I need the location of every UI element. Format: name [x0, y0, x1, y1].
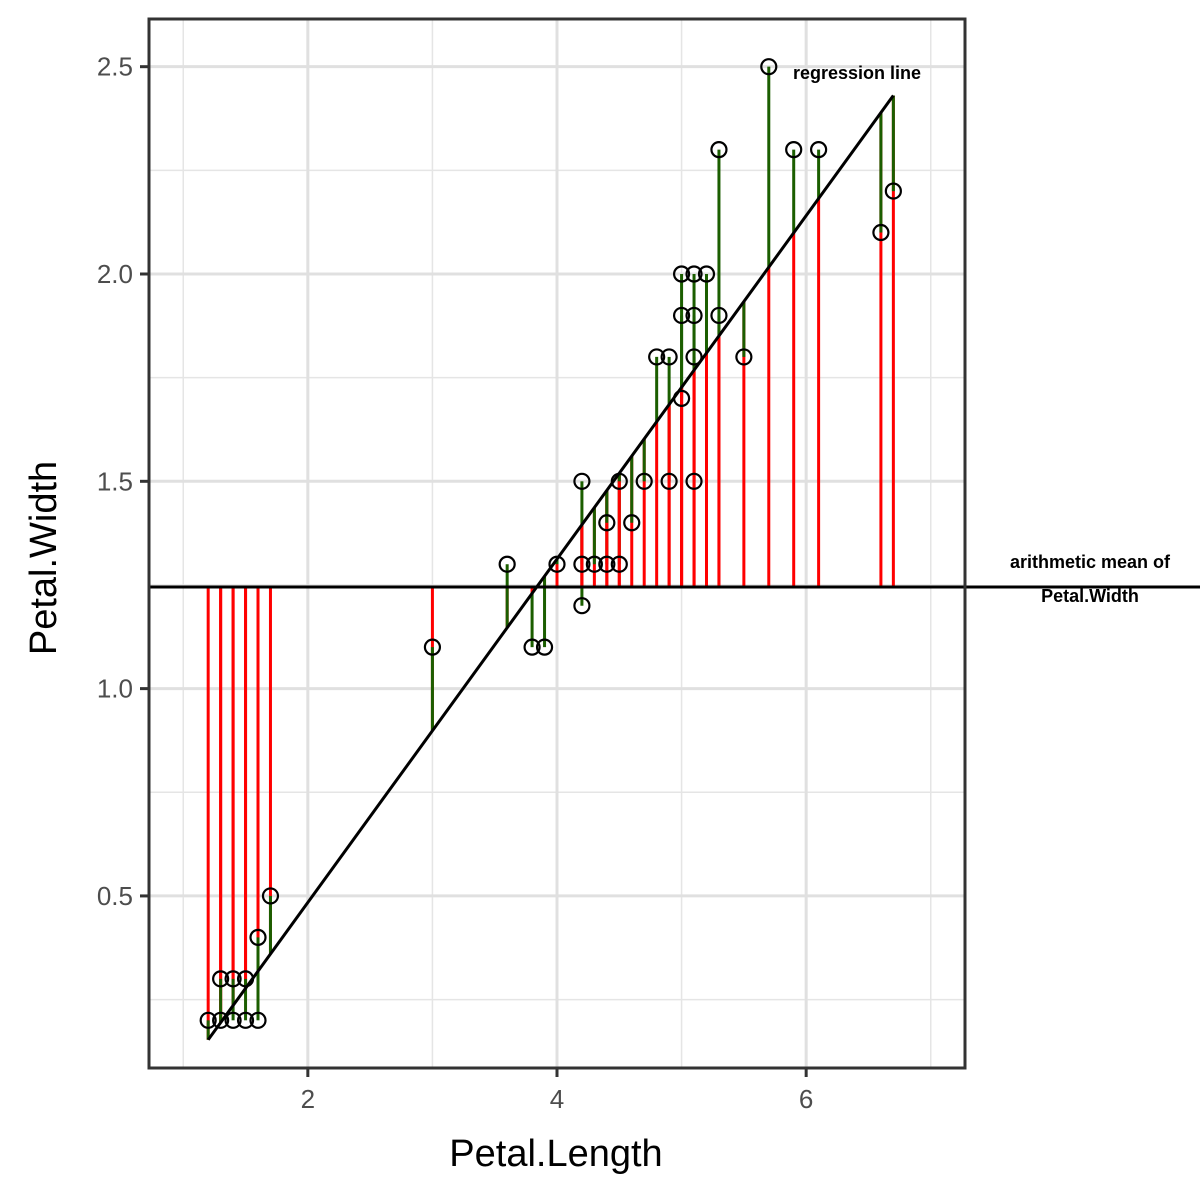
data-point-21 — [610, 555, 628, 573]
y-tick-label-3: 2.0 — [97, 259, 133, 289]
data-point-20 — [598, 514, 616, 532]
data-point-26 — [660, 472, 678, 490]
data-point-6 — [236, 970, 255, 988]
data-point-33 — [685, 306, 703, 325]
data-point-18 — [585, 555, 603, 573]
data-point-24 — [635, 472, 653, 490]
data-point-11 — [498, 555, 516, 573]
data-point-32 — [685, 348, 703, 366]
data-point-14 — [548, 555, 566, 573]
x-tick-label-1: 4 — [550, 1084, 564, 1114]
data-point-41 — [810, 141, 828, 159]
data-point-5 — [236, 1011, 255, 1029]
y-axis-title: Petal.Width — [23, 461, 65, 655]
data-point-42 — [872, 223, 890, 242]
data-point-37 — [710, 141, 728, 159]
data-point-34 — [685, 265, 703, 283]
y-tick-label-1: 1.0 — [97, 674, 133, 704]
data-point-19 — [598, 555, 616, 573]
data-points — [199, 58, 902, 1029]
grid-major — [149, 19, 965, 1068]
data-point-30 — [672, 265, 691, 283]
data-point-8 — [249, 928, 267, 946]
data-point-25 — [648, 348, 666, 366]
y-tick-label-2: 1.5 — [97, 466, 133, 496]
data-point-0 — [199, 1011, 217, 1029]
x-axis-title: Petal.Length — [449, 1133, 662, 1175]
data-point-4 — [224, 970, 242, 988]
data-point-28 — [672, 389, 691, 407]
y-tick-label-4: 2.5 — [97, 52, 133, 82]
residual-segments — [206, 66, 895, 1040]
axis-ticks — [140, 65, 808, 1077]
data-point-29 — [672, 306, 691, 325]
x-tick-label-0: 2 — [301, 1084, 315, 1114]
data-point-43 — [884, 182, 902, 200]
data-point-38 — [735, 348, 753, 366]
data-point-22 — [610, 472, 628, 490]
data-point-9 — [261, 887, 280, 905]
data-point-40 — [785, 141, 803, 159]
data-point-35 — [697, 265, 716, 283]
data-point-15 — [573, 597, 591, 615]
regression-line-label: regression line — [793, 63, 921, 83]
data-point-3 — [224, 1011, 242, 1029]
mean-line-label-line1: arithmetic mean of — [1010, 552, 1171, 572]
data-point-39 — [760, 58, 778, 76]
data-point-27 — [660, 348, 678, 366]
data-point-13 — [535, 638, 554, 656]
y-tick-label-0: 0.5 — [97, 881, 133, 911]
x-tick-label-2: 6 — [799, 1084, 813, 1114]
data-point-1 — [212, 1011, 230, 1029]
data-point-36 — [710, 306, 728, 325]
mean-line-label-line2: Petal.Width — [1041, 586, 1139, 606]
data-point-17 — [573, 472, 591, 490]
data-point-31 — [685, 472, 703, 490]
data-point-12 — [523, 638, 541, 656]
data-point-23 — [623, 514, 641, 532]
data-point-10 — [423, 638, 442, 656]
data-point-7 — [249, 1011, 267, 1029]
axis-tick-labels: 2 4 6 0.5 1.0 1.5 2.0 2.5 — [97, 52, 814, 1114]
data-point-2 — [212, 970, 230, 988]
data-point-16 — [573, 555, 591, 573]
